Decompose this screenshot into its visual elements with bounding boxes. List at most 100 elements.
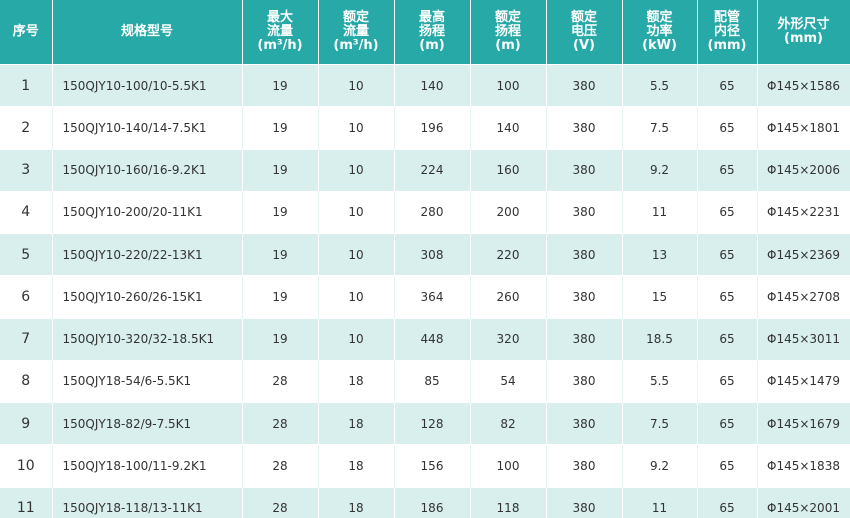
table-cell: Φ145×1838	[757, 444, 850, 488]
table-row: 11 150QJY18-118/13-11K1 28 18 186 118 380 11 65 Φ…	[0, 486, 850, 518]
table-cell: 19	[242, 148, 319, 192]
header-cell: 额定 功率 (kW)	[622, 0, 698, 65]
table-cell: 160	[470, 148, 547, 192]
table-cell: 380	[546, 359, 623, 403]
table-cell: 54	[470, 359, 547, 403]
header-text: 额定	[646, 10, 673, 25]
header-cell: 额定 扬程 (m)	[470, 0, 547, 65]
header-text: 外形尺寸	[777, 17, 830, 32]
table-cell: Φ145×2369	[757, 233, 850, 276]
table-cell: 380	[546, 444, 623, 488]
table-cell: 11	[622, 190, 698, 234]
table-row: 3 150QJY10-160/16-9.2K1 19 10 224 160 380 9.2 65…	[0, 148, 850, 192]
table-cell: 19	[242, 190, 319, 234]
table-cell: 28	[242, 486, 319, 518]
table-cell: 150QJY10-260/26-15K1	[52, 275, 243, 319]
table-cell: 65	[697, 190, 758, 234]
table-cell: 150QJY10-140/14-7.5K1	[52, 106, 243, 150]
table-cell: 196	[394, 106, 471, 150]
table-cell: 65	[697, 63, 758, 107]
table-row: 9 150QJY18-82/9-7.5K1 28 18 128 82 380 7.5 65 Φ14…	[0, 402, 850, 445]
header-text: (kW)	[642, 38, 677, 53]
header-cell: 配管 内径 (mm)	[697, 0, 758, 65]
header-text: 电压	[570, 24, 597, 39]
table-cell: 10	[318, 148, 395, 192]
header-text: 最高	[418, 10, 445, 25]
table-row: 2 150QJY10-140/14-7.5K1 19 10 196 140 380 7.5 65…	[0, 106, 850, 150]
table-cell: 28	[242, 402, 319, 445]
table-cell: 156	[394, 444, 471, 488]
table-cell: 18	[318, 444, 395, 488]
table-cell: 260	[470, 275, 547, 319]
header-text: 流量	[266, 24, 293, 39]
table-cell: 11	[622, 486, 698, 518]
table-cell: 308	[394, 233, 471, 276]
header-text: 内径	[713, 24, 740, 39]
table-cell: 13	[622, 233, 698, 276]
table-cell: 65	[697, 444, 758, 488]
table-cell: 380	[546, 148, 623, 192]
table-cell: 19	[242, 275, 319, 319]
table-cell: 19	[242, 233, 319, 276]
header-text: 规格型号	[120, 24, 173, 39]
table-cell: 65	[697, 359, 758, 403]
table-cell: 5.5	[622, 359, 698, 403]
header-cell: 额定 流量 (m³/h)	[318, 0, 395, 65]
table-cell: 65	[697, 402, 758, 445]
table-cell: 9.2	[622, 444, 698, 488]
table-cell: 380	[546, 106, 623, 150]
table-cell: 5	[0, 233, 53, 276]
header-cell: 额定 电压 (V)	[546, 0, 623, 65]
table-cell: 18	[318, 486, 395, 518]
table-cell: Φ145×2001	[757, 486, 850, 518]
table-cell: 150QJY18-100/11-9.2K1	[52, 444, 243, 488]
table-cell: Φ145×1586	[757, 63, 850, 107]
table-cell: 100	[470, 63, 547, 107]
header-text: (V)	[573, 38, 595, 53]
header-text: 额定	[570, 10, 597, 25]
header-text: 最大	[266, 10, 293, 25]
table-cell: 9.2	[622, 148, 698, 192]
table-cell: 3	[0, 148, 53, 192]
table-cell: 10	[318, 275, 395, 319]
table-cell: 82	[470, 402, 547, 445]
table-cell: 7.5	[622, 402, 698, 445]
table-cell: 65	[697, 275, 758, 319]
table-cell: 150QJY10-160/16-9.2K1	[52, 148, 243, 192]
header-cell: 最高 扬程 (m)	[394, 0, 471, 65]
table-cell: 150QJY18-82/9-7.5K1	[52, 402, 243, 445]
table-cell: 65	[697, 486, 758, 518]
table-cell: 150QJY10-100/10-5.5K1	[52, 63, 243, 107]
table-cell: 10	[318, 63, 395, 107]
table-cell: Φ145×3011	[757, 317, 850, 361]
table-cell: 7.5	[622, 106, 698, 150]
header-text: 序号	[12, 24, 39, 39]
header-text: (m)	[419, 38, 445, 53]
table-cell: 85	[394, 359, 471, 403]
header-cell: 规格型号	[52, 0, 243, 65]
table-cell: 5.5	[622, 63, 698, 107]
table-cell: 11	[0, 486, 53, 518]
table-cell: 150QJY18-118/13-11K1	[52, 486, 243, 518]
header-text: (mm)	[784, 31, 823, 46]
table-cell: 224	[394, 148, 471, 192]
table-cell: 19	[242, 106, 319, 150]
header-cell: 外形尺寸 (mm)	[757, 0, 850, 65]
table-cell: 380	[546, 63, 623, 107]
table-cell: Φ145×1479	[757, 359, 850, 403]
table-cell: 28	[242, 444, 319, 488]
table-cell: 18	[318, 359, 395, 403]
table-cell: 280	[394, 190, 471, 234]
table-cell: 220	[470, 233, 547, 276]
table-cell: 186	[394, 486, 471, 518]
table-cell: 65	[697, 233, 758, 276]
table-cell: 8	[0, 359, 53, 403]
table-cell: 448	[394, 317, 471, 361]
header-text: (m³/h)	[257, 38, 303, 53]
table-cell: Φ145×2006	[757, 148, 850, 192]
header-text: 扬程	[494, 24, 521, 39]
header-cell: 序号	[0, 0, 53, 65]
table-cell: 380	[546, 317, 623, 361]
